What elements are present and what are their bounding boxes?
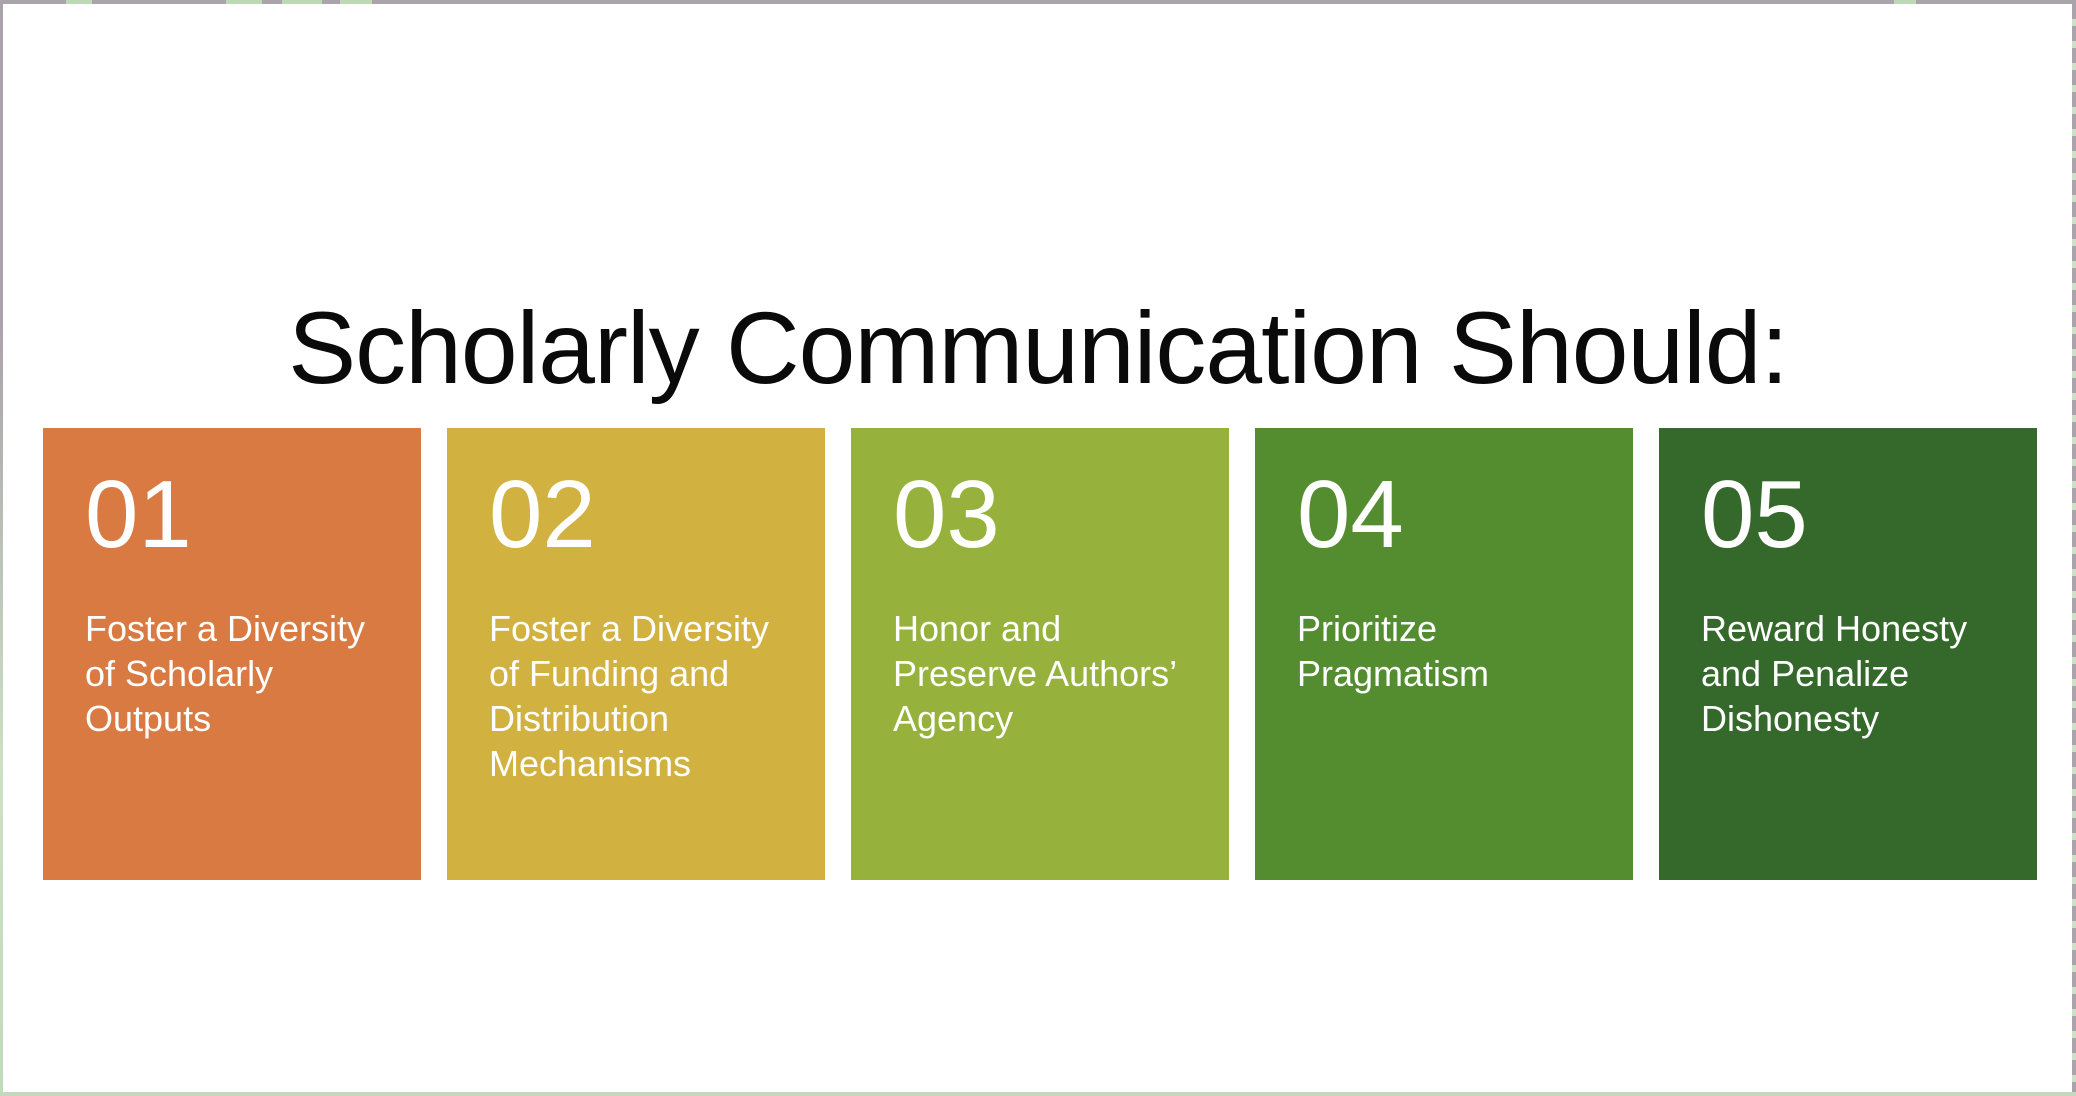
- card-number: 03: [893, 461, 1000, 568]
- card-text: Reward Honesty and Penalize Dishonesty: [1701, 607, 1968, 739]
- screen-edge-bottom: [0, 1092, 2076, 1096]
- card-number: 05: [1701, 461, 1808, 568]
- card-list: 01 Foster a Diversity of Scholarly Outpu…: [43, 428, 2037, 880]
- screen-edge-left: [0, 4, 3, 1092]
- card-number: 02: [489, 461, 596, 568]
- card: 04 Prioritize Pragmatism: [1255, 428, 1633, 880]
- card: 01 Foster a Diversity of Scholarly Outpu…: [43, 428, 421, 880]
- card-text: Honor and Preserve Authors’ Agency: [893, 607, 1176, 739]
- slide-title: Scholarly Communication Should:: [288, 291, 1789, 406]
- card-number: 01: [85, 461, 192, 568]
- card: 03 Honor and Preserve Authors’ Agency: [851, 428, 1229, 880]
- card-text: Prioritize Pragmatism: [1297, 607, 1490, 694]
- screen-edge-right: [2072, 4, 2076, 1092]
- card-text: Foster a Diversity of Scholarly Outputs: [85, 607, 366, 739]
- card-text: Foster a Diversity of Funding and Distri…: [489, 607, 770, 784]
- screen-edge-top: [0, 0, 2076, 4]
- card: 05 Reward Honesty and Penalize Dishonest…: [1659, 428, 2037, 880]
- card: 02 Foster a Diversity of Funding and Dis…: [447, 428, 825, 880]
- card-number: 04: [1297, 461, 1404, 568]
